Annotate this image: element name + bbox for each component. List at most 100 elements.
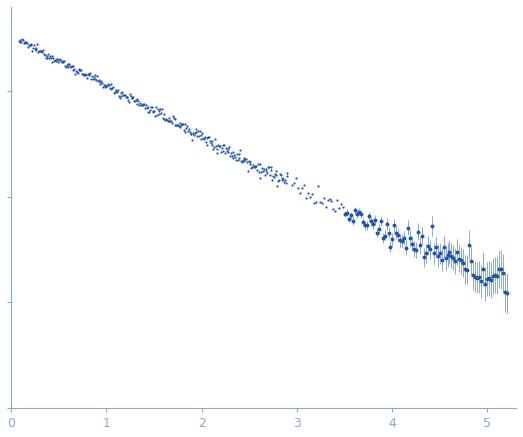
Point	[178, 121, 186, 128]
Point	[153, 111, 161, 118]
Point	[162, 115, 170, 122]
Point	[189, 129, 197, 136]
Point	[236, 147, 244, 154]
Point	[59, 59, 67, 66]
Point	[208, 138, 216, 145]
Point	[151, 113, 160, 120]
Point	[288, 182, 297, 189]
Point	[65, 61, 73, 68]
Point	[158, 106, 166, 113]
Point	[95, 76, 103, 83]
Point	[212, 149, 221, 156]
Point	[263, 169, 271, 176]
Point	[137, 101, 145, 108]
Point	[244, 158, 253, 165]
Point	[83, 74, 91, 81]
Point	[80, 72, 88, 79]
Point	[308, 191, 316, 198]
Point	[265, 164, 273, 171]
Point	[140, 101, 149, 108]
Point	[71, 70, 79, 77]
Point	[121, 94, 130, 101]
Point	[259, 168, 267, 175]
Point	[206, 137, 214, 144]
Point	[327, 198, 336, 205]
Point	[108, 84, 117, 91]
Point	[294, 185, 302, 192]
Point	[37, 47, 45, 54]
Point	[298, 185, 306, 192]
Point	[312, 199, 320, 206]
Point	[210, 143, 218, 150]
Point	[154, 110, 163, 117]
Point	[69, 62, 77, 69]
Point	[107, 86, 116, 93]
Point	[56, 58, 65, 65]
Point	[73, 69, 81, 76]
Point	[296, 189, 304, 196]
Point	[47, 55, 55, 62]
Point	[179, 127, 188, 134]
Point	[175, 123, 183, 130]
Point	[268, 177, 277, 184]
Point	[33, 40, 41, 47]
Point	[96, 80, 105, 87]
Point	[27, 42, 36, 49]
Point	[339, 204, 347, 211]
Point	[229, 155, 237, 162]
Point	[136, 100, 144, 107]
Point	[227, 150, 235, 157]
Point	[84, 70, 92, 77]
Point	[240, 158, 248, 165]
Point	[88, 73, 96, 80]
Point	[53, 55, 62, 62]
Point	[126, 90, 134, 97]
Point	[164, 117, 172, 124]
Point	[147, 103, 155, 110]
Point	[50, 58, 58, 65]
Point	[260, 172, 269, 179]
Point	[77, 66, 85, 73]
Point	[315, 198, 324, 205]
Point	[218, 144, 226, 151]
Point	[275, 177, 283, 184]
Point	[196, 128, 204, 135]
Point	[184, 128, 192, 135]
Point	[78, 70, 86, 77]
Point	[281, 180, 290, 187]
Point	[106, 81, 115, 88]
Point	[95, 78, 104, 85]
Point	[103, 83, 111, 90]
Point	[157, 109, 165, 116]
Point	[118, 89, 127, 96]
Point	[182, 124, 190, 131]
Point	[252, 163, 260, 170]
Point	[149, 108, 157, 114]
Point	[240, 154, 248, 161]
Point	[138, 101, 146, 108]
Point	[139, 101, 147, 108]
Point	[207, 139, 215, 146]
Point	[117, 89, 126, 96]
Point	[257, 169, 266, 176]
Point	[89, 73, 98, 80]
Point	[22, 38, 30, 45]
Point	[248, 161, 257, 168]
Point	[213, 145, 222, 152]
Point	[52, 55, 61, 62]
Point	[74, 65, 83, 72]
Point	[141, 104, 149, 111]
Point	[233, 151, 241, 158]
Point	[52, 58, 60, 65]
Point	[84, 72, 93, 79]
Point	[135, 101, 143, 108]
Point	[111, 88, 120, 95]
Point	[168, 120, 176, 127]
Point	[23, 39, 31, 46]
Point	[202, 142, 211, 149]
Point	[243, 158, 251, 165]
Point	[24, 44, 32, 51]
Point	[333, 197, 342, 204]
Point	[302, 194, 310, 201]
Point	[254, 160, 262, 167]
